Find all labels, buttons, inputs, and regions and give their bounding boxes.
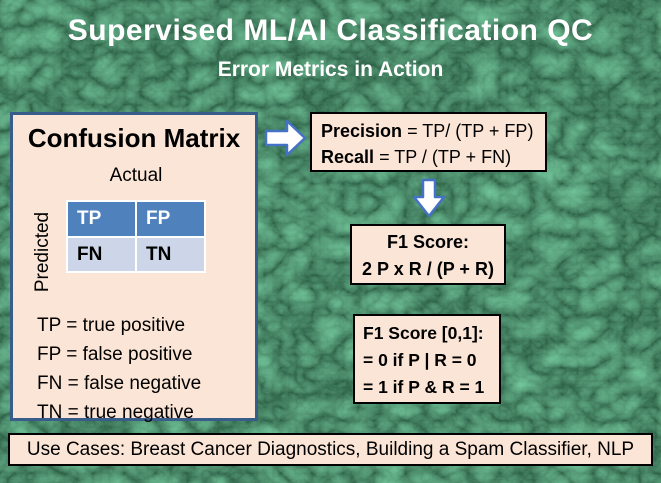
legend-item-fn: FN = false negative (37, 373, 202, 394)
legend-item-fp: FP = false positive (37, 344, 193, 365)
precision-label: Precision (321, 121, 403, 141)
f1-range-one-case: = 1 if P & R = 1 (363, 377, 485, 397)
page-title: Supervised ML/AI Classification QC (67, 14, 594, 47)
precision-expression: = TP/ (TP + FP) (407, 121, 534, 141)
f1-range-title: F1 Score [0,1]: (363, 323, 484, 343)
page-subtitle: Error Metrics in Action (217, 58, 444, 81)
f1-range-box: F1 Score [0,1]: = 0 if P | R = 0 = 1 if … (353, 314, 501, 404)
legend-item-tn: TN = true negative (37, 402, 194, 423)
predicted-axis-label: Predicted (32, 211, 53, 293)
use-cases-bar: Use Cases: Breast Cancer Diagnostics, Bu… (8, 433, 653, 466)
legend-item-tp: TP = true positive (37, 315, 186, 336)
actual-axis-label: Actual (109, 165, 163, 186)
cell-true-positive: TP (68, 202, 135, 236)
precision-recall-box: Precision = TP/ (TP + FP) Recall = TP / … (310, 112, 547, 172)
confusion-matrix-title: Confusion Matrix (27, 123, 241, 153)
recall-label: Recall (321, 147, 375, 167)
confusion-matrix-table: TP FP FN TN (66, 200, 206, 273)
precision-formula: Precision = TP/ (TP + FP) (321, 118, 536, 144)
recall-expression: = TP / (TP + FN) (379, 147, 512, 167)
cell-false-positive: FP (137, 202, 204, 236)
abbreviation-legend: TP = true positive FP = false positive F… (37, 311, 201, 427)
f1-score-box: F1 Score: 2 P x R / (P + R) (350, 224, 506, 285)
f1-score-formula: 2 P x R / (P + R) (362, 259, 494, 279)
right-arrow-icon (264, 119, 307, 157)
cell-true-negative: TN (137, 238, 204, 271)
confusion-matrix-panel: Confusion Matrix Actual Predicted TP FP … (10, 112, 258, 423)
f1-range-zero-case: = 0 if P | R = 0 (363, 350, 477, 370)
cell-false-negative: FN (68, 238, 135, 271)
recall-formula: Recall = TP / (TP + FN) (321, 144, 536, 170)
f1-score-title: F1 Score: (386, 232, 470, 252)
down-arrow-icon (412, 178, 446, 218)
